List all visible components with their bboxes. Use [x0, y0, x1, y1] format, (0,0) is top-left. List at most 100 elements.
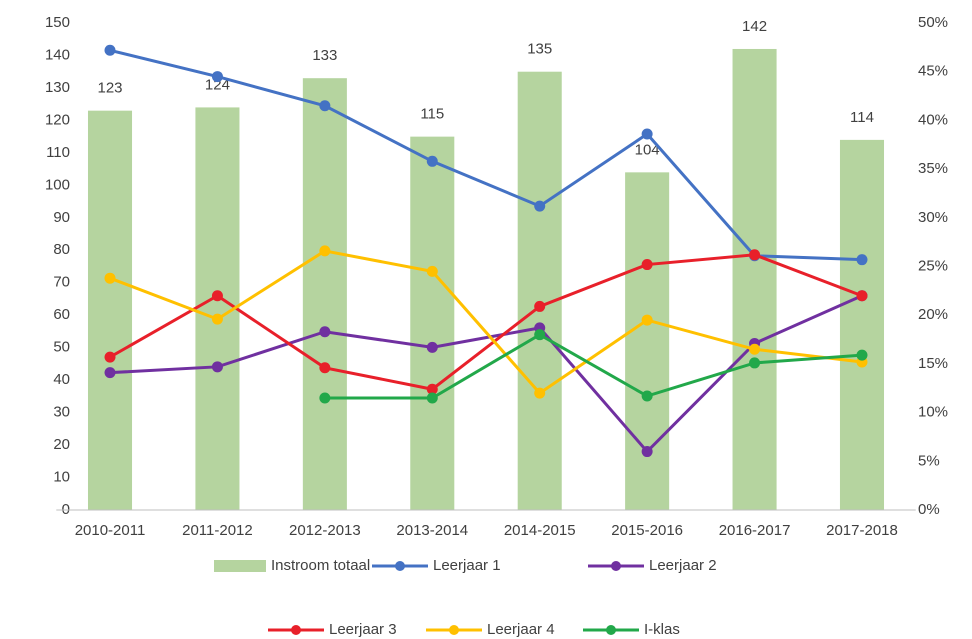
x-tick-label: 2013-2014 [396, 522, 468, 539]
y-tick-label: 30 [53, 404, 70, 421]
y2-tick-label: 30% [918, 209, 948, 226]
legend-marker [291, 625, 301, 635]
bar [302, 78, 347, 511]
marker [641, 128, 653, 140]
y-tick-label: 110 [46, 144, 70, 161]
bar [87, 110, 133, 510]
marker [426, 341, 438, 353]
x-tick-label: 2014-2015 [504, 522, 576, 539]
y-tick-label: 50 [53, 339, 70, 356]
marker [641, 390, 653, 402]
y2-tick-label: 5% [918, 452, 940, 469]
legend-marker [449, 625, 459, 635]
bar [839, 139, 885, 510]
x-tick-label: 2011-2012 [182, 522, 253, 539]
legend-marker [611, 561, 621, 571]
x-tick-label: 2012-2013 [289, 522, 361, 539]
marker [211, 313, 223, 325]
legend-label: Leerjaar 1 [433, 557, 501, 574]
marker [104, 351, 116, 363]
marker [104, 272, 116, 284]
x-tick-label: 2017-2018 [826, 522, 898, 539]
bar [625, 172, 670, 510]
legend-label: I-klas [644, 621, 680, 638]
y2-tick-label: 40% [918, 111, 948, 128]
y2-tick-label: 45% [918, 63, 948, 80]
marker [641, 446, 653, 458]
y2-tick-label: 25% [918, 257, 948, 274]
marker [426, 265, 438, 277]
y-tick-label: 60 [53, 306, 70, 323]
y-tick-label: 130 [45, 79, 70, 96]
marker [319, 245, 331, 257]
legend-label: Leerjaar 4 [487, 621, 555, 638]
y2-tick-label: 35% [918, 160, 948, 177]
marker [534, 387, 546, 399]
marker [856, 254, 868, 266]
y-tick-label: 90 [53, 209, 70, 226]
marker [534, 329, 546, 341]
y2-tick-label: 50% [918, 14, 948, 31]
line [109, 294, 863, 454]
marker [319, 392, 331, 404]
y-tick-label: 100 [45, 176, 70, 193]
marker [211, 361, 223, 373]
marker [426, 383, 438, 395]
data-label: 114 [850, 109, 874, 126]
x-tick-label: 2015-2016 [611, 522, 683, 539]
y2-tick-label: 0% [918, 501, 940, 518]
marker [319, 362, 331, 374]
data-label: 133 [312, 47, 337, 64]
y-tick-label: 140 [45, 46, 70, 63]
marker [426, 155, 438, 167]
marker [534, 200, 546, 212]
marker [211, 290, 223, 302]
bar [732, 48, 777, 511]
data-label: 135 [527, 41, 552, 58]
line [109, 249, 863, 396]
marker [104, 367, 116, 379]
x-tick-label: 2016-2017 [719, 522, 791, 539]
marker [641, 314, 653, 326]
y-tick-label: 80 [53, 241, 70, 258]
y-tick-label: 40 [53, 371, 70, 388]
legend-label: Leerjaar 2 [649, 557, 717, 574]
bar [410, 136, 455, 510]
data-label: 142 [742, 18, 767, 35]
bar [517, 71, 562, 510]
marker [319, 100, 331, 112]
marker [319, 326, 331, 338]
marker [856, 290, 868, 302]
marker [534, 300, 546, 312]
line [324, 332, 863, 400]
y-tick-label: 120 [45, 111, 70, 128]
marker [104, 44, 116, 56]
legend-label: Leerjaar 3 [329, 621, 397, 638]
y-tick-label: 0 [62, 501, 70, 518]
marker [749, 249, 761, 261]
y2-tick-label: 15% [918, 355, 948, 372]
legend-marker [606, 625, 616, 635]
marker [749, 343, 761, 355]
marker [856, 349, 868, 361]
data-label: 123 [97, 80, 122, 97]
legend-label: Instroom totaal [271, 557, 370, 574]
data-label: 115 [420, 106, 444, 123]
x-tick-label: 2010-2011 [75, 522, 146, 539]
legend-swatch [214, 560, 266, 572]
marker [749, 357, 761, 369]
data-label: 124 [205, 76, 230, 93]
y-tick-label: 70 [53, 274, 70, 291]
marker [211, 71, 223, 83]
marker [641, 259, 653, 271]
y-tick-label: 10 [53, 469, 70, 486]
y-tick-label: 150 [45, 14, 70, 31]
line [109, 48, 863, 262]
marker [426, 392, 438, 404]
data-label: 104 [635, 141, 660, 158]
y2-tick-label: 20% [918, 306, 948, 323]
legend-marker [395, 561, 405, 571]
y2-tick-label: 10% [918, 404, 948, 421]
y-tick-label: 20 [53, 436, 70, 453]
